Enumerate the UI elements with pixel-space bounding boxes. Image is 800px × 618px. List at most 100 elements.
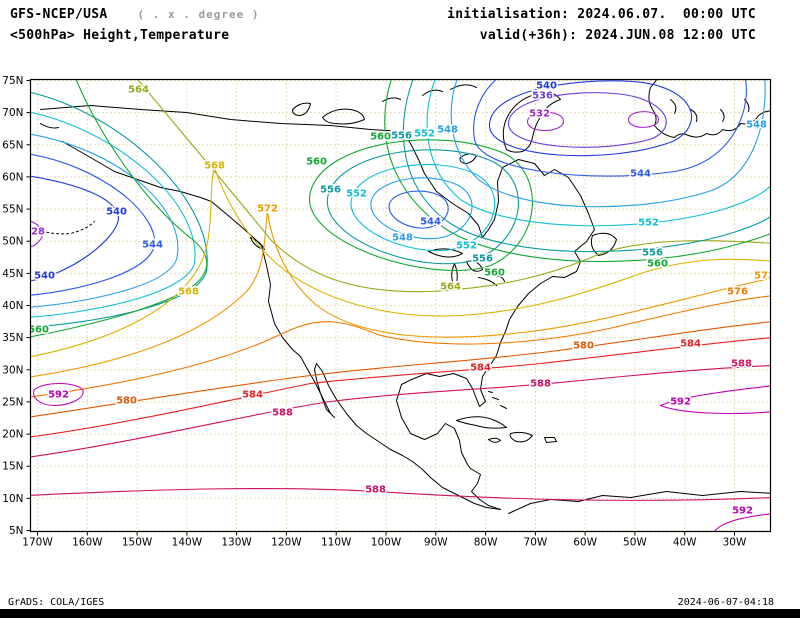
svg-text:568: 568: [204, 161, 225, 172]
bahamas-islands: [488, 391, 507, 409]
svg-text:584: 584: [242, 390, 263, 401]
svg-text:40N: 40N: [2, 300, 23, 312]
svg-text:10N: 10N: [2, 493, 23, 505]
svg-text:544: 544: [142, 240, 163, 251]
bottom-bar: [0, 609, 800, 618]
svg-text:556: 556: [472, 254, 493, 265]
svg-text:552: 552: [414, 129, 435, 140]
svg-text:548: 548: [437, 125, 458, 136]
svg-text:60N: 60N: [2, 171, 23, 183]
svg-text:584: 584: [470, 363, 491, 374]
svg-text:30W: 30W: [723, 537, 747, 549]
level-title: <500hPa> Height,Temperature: [10, 28, 230, 43]
svg-text:65N: 65N: [2, 139, 23, 151]
svg-text:548: 548: [746, 120, 767, 131]
svg-text:40W: 40W: [673, 537, 697, 549]
arctic-coastline: [40, 105, 419, 160]
svg-text:592: 592: [670, 397, 691, 408]
svg-text:552: 552: [346, 189, 367, 200]
header-right: initialisation: 2024.06.07. 00:00 UTC va…: [447, 7, 756, 49]
banks-island: [292, 102, 311, 116]
svg-text:20N: 20N: [2, 429, 23, 441]
cuba-island: [456, 416, 507, 429]
great-lakes: [428, 248, 505, 288]
svg-text:80W: 80W: [474, 537, 498, 549]
svg-text:110W: 110W: [321, 537, 352, 549]
svg-text:580: 580: [116, 396, 137, 407]
svg-text:564: 564: [128, 85, 149, 96]
svg-text:150W: 150W: [122, 537, 153, 549]
svg-text:580: 580: [573, 341, 594, 352]
svg-text:50W: 50W: [623, 537, 647, 549]
greenland-coastline: [648, 79, 771, 138]
svg-text:560: 560: [484, 268, 505, 279]
svg-text:592: 592: [48, 390, 69, 401]
victoria-island: [322, 108, 365, 125]
svg-text:568: 568: [178, 287, 199, 298]
svg-text:35N: 35N: [2, 332, 23, 344]
svg-text:588: 588: [272, 408, 293, 419]
svg-text:60W: 60W: [573, 537, 597, 549]
svg-text:560: 560: [28, 325, 49, 336]
pacific-coastline: [62, 141, 501, 510]
svg-text:556: 556: [320, 185, 341, 196]
svg-text:30N: 30N: [2, 364, 23, 376]
arctic-archipelago: [382, 84, 477, 102]
svg-text:536: 536: [532, 91, 553, 102]
svg-text:90W: 90W: [424, 537, 448, 549]
svg-text:564: 564: [440, 282, 461, 293]
svg-text:130W: 130W: [221, 537, 252, 549]
svg-text:25N: 25N: [2, 396, 23, 408]
header-left: GFS-NCEP/USA ( . x . degree ) <500hPa> H…: [10, 7, 260, 43]
svg-text:15N: 15N: [2, 461, 23, 473]
axis-labels: 75N 70N 65N 60N 55N 50N 45N 40N 35N 30N 25N 20N 15N 1…: [2, 75, 747, 549]
svg-text:560: 560: [647, 259, 668, 270]
svg-text:544: 544: [420, 217, 441, 228]
valid-time-label: valid(+36h): 2024.JUN.08 12:00 UTC: [479, 28, 756, 43]
bering-strait-coast: [40, 123, 59, 129]
vancouver-island: [250, 237, 265, 250]
jamaica-island: [488, 437, 501, 443]
hispaniola-island: [509, 431, 533, 443]
svg-text:70W: 70W: [524, 537, 548, 549]
height-contours: [30, 79, 771, 532]
svg-text:540: 540: [106, 207, 127, 218]
svg-text:576: 576: [727, 287, 748, 298]
svg-text:556: 556: [391, 131, 412, 142]
svg-text:50N: 50N: [2, 236, 23, 248]
greenland-fjords: [670, 99, 750, 122]
grads-credit: GrADS: COLA/IGES: [8, 597, 105, 608]
svg-text:160W: 160W: [72, 537, 103, 549]
aleutian-islands: [32, 221, 95, 235]
creation-timestamp: 2024-06-07-04:18: [677, 597, 774, 608]
svg-text:588: 588: [365, 485, 386, 496]
svg-text:560: 560: [370, 132, 391, 143]
svg-text:560: 560: [306, 157, 327, 168]
svg-text:572: 572: [754, 271, 775, 282]
svg-text:556: 556: [642, 248, 663, 259]
svg-text:45N: 45N: [2, 268, 23, 280]
svg-text:140W: 140W: [172, 537, 203, 549]
svg-text:572: 572: [257, 204, 278, 215]
svg-text:75N: 75N: [2, 75, 23, 87]
svg-text:552: 552: [456, 241, 477, 252]
svg-text:592: 592: [732, 506, 753, 517]
map-frame: [29, 78, 772, 533]
svg-text:584: 584: [680, 339, 701, 350]
degree-note: ( . x . degree ): [137, 8, 260, 21]
svg-text:528: 528: [24, 227, 45, 238]
svg-text:55N: 55N: [2, 204, 23, 216]
puerto-rico-island: [544, 437, 557, 443]
svg-text:532: 532: [529, 109, 550, 120]
svg-text:548: 548: [392, 233, 413, 244]
svg-text:100W: 100W: [371, 537, 402, 549]
svg-text:588: 588: [530, 379, 551, 390]
svg-text:70N: 70N: [2, 107, 23, 119]
contour-labels: 528 540 544 540 560 564 568 568 572 572 576 580 580 5…: [24, 80, 775, 519]
svg-text:5N: 5N: [9, 525, 24, 537]
svg-text:120W: 120W: [271, 537, 302, 549]
svg-text:170W: 170W: [22, 537, 53, 549]
svg-text:540: 540: [536, 81, 557, 92]
atlantic-gulf-coastline: [396, 159, 595, 510]
svg-text:544: 544: [630, 169, 651, 180]
